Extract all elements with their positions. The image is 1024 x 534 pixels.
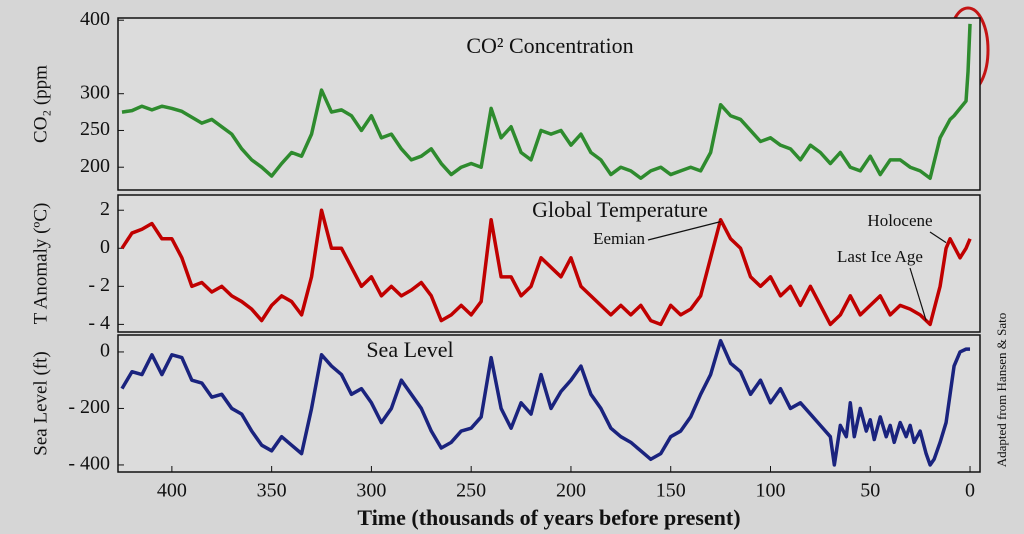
y-axis-label: T Anomaly (ºC) (30, 203, 51, 325)
source-note: Adapted from Hansen & Sato (994, 313, 1009, 468)
annotation: Eemian (593, 229, 645, 248)
y-axis-label: Sea Level (ft) (30, 351, 51, 455)
annotation-arrow (909, 267, 927, 321)
annotation: Last Ice Age (837, 247, 923, 266)
panel-title: Sea Level (366, 337, 453, 362)
panel-frame (117, 17, 981, 191)
y-tick-label: - 4 (88, 312, 110, 334)
y-tick-label: 0 (100, 236, 110, 258)
panel-title: Global Temperature (532, 197, 708, 222)
x-tick-label: 150 (656, 480, 686, 502)
data-line (120, 338, 971, 467)
data-line (121, 23, 972, 180)
x-tick-label: 350 (257, 480, 287, 502)
x-axis-label: Time (thousands of years before present) (357, 505, 740, 530)
y-tick-label: 300 (80, 81, 110, 103)
y-tick-label: - 2 (88, 274, 110, 296)
x-tick-label: 300 (356, 480, 386, 502)
x-tick-label: 0 (965, 480, 975, 502)
y-tick-label: 400 (80, 8, 110, 30)
y-tick-label: 200 (80, 155, 110, 177)
panel-title: CO² Concentration (466, 33, 633, 58)
annotation: Holocene (867, 211, 932, 230)
y-axis-label: CO₂ (ppm (30, 65, 51, 143)
y-tick-label: - 200 (68, 396, 110, 418)
y-tick-label: 0 (100, 340, 110, 362)
y-tick-label: - 400 (68, 453, 110, 475)
data-line (120, 208, 972, 327)
annotation-arrow (929, 231, 947, 244)
x-tick-label: 250 (456, 480, 486, 502)
x-tick-label: 200 (556, 480, 586, 502)
x-tick-label: 100 (755, 480, 785, 502)
annotation-arrow (647, 221, 721, 241)
y-tick-label: 250 (80, 118, 110, 140)
y-tick-label: 2 (100, 198, 110, 220)
x-tick-label: 50 (860, 480, 880, 502)
x-tick-label: 400 (157, 480, 187, 502)
